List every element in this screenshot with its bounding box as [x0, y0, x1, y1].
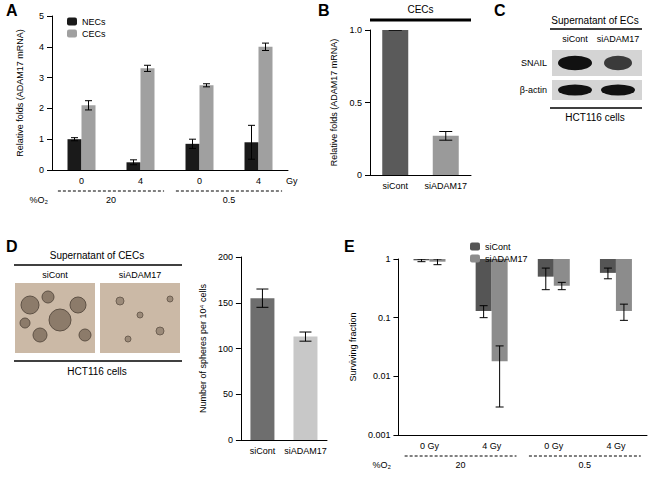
- svg-text:1: 1: [385, 254, 390, 264]
- svg-text:4 Gy: 4 Gy: [606, 441, 626, 451]
- html-text:B: B: [318, 2, 330, 19]
- svg-text:Number of spheres per 10⁴ cell: Number of spheres per 10⁴ cells: [198, 284, 208, 413]
- svg-text:0.01: 0.01: [373, 371, 391, 381]
- svg-text:NECs: NECs: [82, 17, 106, 27]
- svg-text:SNAIL: SNAIL: [521, 58, 547, 68]
- svg-text:1.0: 1.0: [349, 25, 362, 35]
- svg-text:0.5: 0.5: [579, 460, 592, 470]
- svg-text:Surviving fraction: Surviving fraction: [348, 312, 358, 381]
- svg-text:%O₂: %O₂: [30, 195, 49, 205]
- svg-text:Supernatant of CECs: Supernatant of CECs: [50, 250, 145, 261]
- svg-text:HCT116 cells: HCT116 cells: [565, 112, 624, 123]
- svg-text:4: 4: [138, 176, 143, 186]
- html-text:C: C: [494, 2, 506, 19]
- svg-text:siADAM17: siADAM17: [485, 254, 528, 264]
- svg-text:siADAM17: siADAM17: [284, 446, 327, 456]
- svg-text:0.001: 0.001: [368, 430, 391, 440]
- svg-text:0: 0: [39, 165, 44, 175]
- svg-text:CECs: CECs: [82, 29, 106, 39]
- html-text:D: D: [6, 238, 18, 255]
- svg-text:4: 4: [39, 42, 44, 52]
- svg-text:siCont: siCont: [382, 181, 408, 191]
- svg-text:siADAM17: siADAM17: [119, 270, 162, 280]
- svg-text:Relative folds (ADAM17 mRNA): Relative folds (ADAM17 mRNA): [329, 39, 339, 167]
- svg-text:150: 150: [218, 298, 233, 308]
- svg-text:0.5: 0.5: [349, 98, 362, 108]
- svg-text:Supernatant of ECs: Supernatant of ECs: [551, 15, 638, 26]
- svg-text:20: 20: [456, 460, 466, 470]
- svg-text:Gy: Gy: [286, 176, 298, 186]
- svg-text:CECs: CECs: [407, 4, 433, 15]
- svg-text:HCT116 cells: HCT116 cells: [67, 366, 126, 377]
- svg-text:%O₂: %O₂: [373, 460, 392, 470]
- svg-text:4: 4: [256, 176, 261, 186]
- svg-text:4 Gy: 4 Gy: [482, 441, 502, 451]
- svg-text:0: 0: [79, 176, 84, 186]
- svg-text:20: 20: [106, 195, 116, 205]
- svg-text:0: 0: [228, 435, 233, 445]
- html-text:E: E: [344, 238, 355, 255]
- svg-text:0 Gy: 0 Gy: [544, 441, 564, 451]
- svg-text:0.1: 0.1: [378, 313, 391, 323]
- html-text:A: A: [6, 2, 18, 19]
- svg-text:Relative folds (ADAM17 mRNA): Relative folds (ADAM17 mRNA): [15, 29, 25, 157]
- svg-text:50: 50: [223, 389, 233, 399]
- svg-text:0 Gy: 0 Gy: [420, 441, 440, 451]
- svg-text:siCont: siCont: [485, 242, 511, 252]
- svg-text:0.5: 0.5: [223, 195, 236, 205]
- svg-text:0: 0: [357, 170, 362, 180]
- svg-text:siADAM17: siADAM17: [424, 181, 467, 191]
- svg-text:siCont: siCont: [42, 270, 68, 280]
- svg-text:200: 200: [218, 252, 233, 262]
- svg-text:100: 100: [218, 344, 233, 354]
- svg-text:2: 2: [39, 103, 44, 113]
- svg-text:siCont: siCont: [250, 446, 276, 456]
- svg-text:3: 3: [39, 73, 44, 83]
- svg-text:1: 1: [39, 134, 44, 144]
- svg-text:0: 0: [197, 176, 202, 186]
- svg-text:siADAM17: siADAM17: [597, 34, 640, 44]
- svg-text:5: 5: [39, 11, 44, 21]
- svg-text:siCont: siCont: [562, 34, 588, 44]
- svg-text:β-actin: β-actin: [520, 85, 547, 95]
